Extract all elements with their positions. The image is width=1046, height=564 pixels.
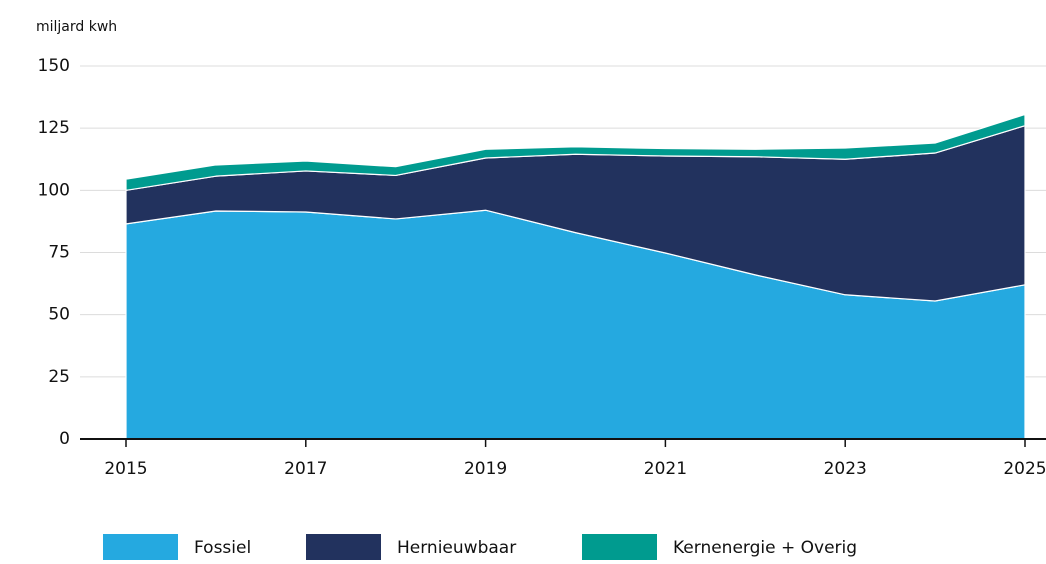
- legend-swatch: [582, 534, 657, 560]
- area: [125, 113, 1026, 191]
- y-tick-label: 100: [38, 180, 70, 200]
- legend-label: Hernieuwbaar: [397, 538, 516, 558]
- legend-label: Fossiel: [194, 538, 251, 558]
- x-tick-label: 2023: [824, 459, 867, 479]
- y-tick-label: 125: [38, 118, 70, 138]
- y-axis-label: miljard kwh: [36, 19, 117, 35]
- x-tick-label: 2021: [644, 459, 687, 479]
- legend-swatch: [103, 534, 178, 560]
- x-tick-label: 2015: [104, 459, 147, 479]
- x-tick-label: 2017: [284, 459, 327, 479]
- legend-label: Kernenergie + Overig: [673, 538, 857, 558]
- y-tick-label: 150: [38, 56, 70, 76]
- y-tick-label: 25: [48, 367, 70, 387]
- legend-swatch: [306, 534, 381, 560]
- x-tick-label: 2025: [1003, 459, 1046, 479]
- x-tick-label: 2019: [464, 459, 507, 479]
- y-tick-label: 50: [48, 305, 70, 325]
- y-tick-label: 75: [48, 243, 70, 263]
- y-tick-label: 0: [59, 429, 70, 449]
